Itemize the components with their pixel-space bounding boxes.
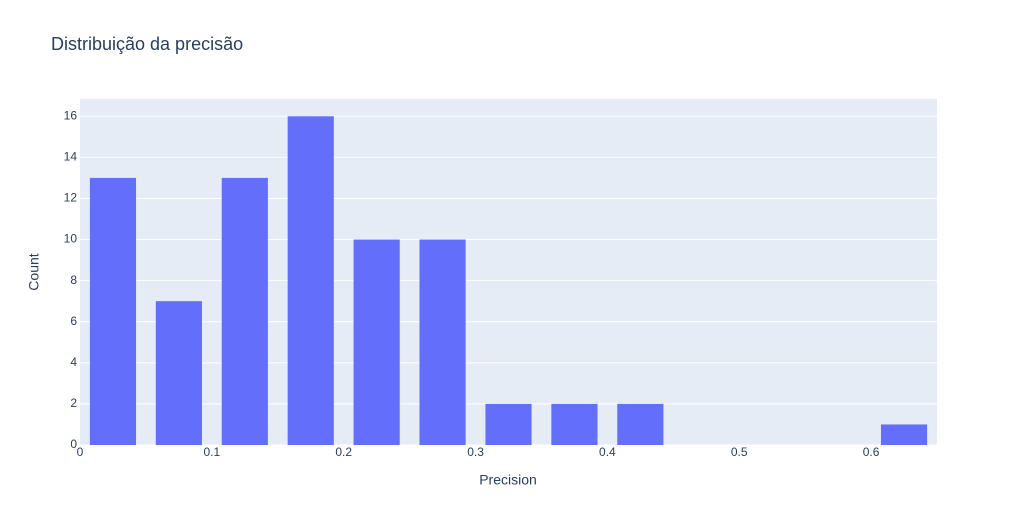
bar	[155, 301, 202, 445]
bar	[880, 424, 928, 445]
y-tick-label: 6	[70, 314, 77, 328]
x-tick-label: 0.3	[467, 445, 484, 459]
x-tick-label: 0.6	[863, 445, 880, 459]
bar	[485, 403, 532, 445]
y-tick-label: 14	[64, 150, 78, 164]
y-tick-label: 2	[70, 396, 77, 410]
x-tick-label: 0.5	[731, 445, 748, 459]
x-tick-label: 0.1	[204, 445, 221, 459]
plot-area	[80, 99, 937, 445]
y-tick-label: 12	[64, 191, 78, 205]
y-tick-label: 0	[70, 437, 77, 451]
bar	[89, 177, 137, 445]
bar	[353, 239, 400, 445]
y-tick-label: 8	[70, 273, 77, 287]
y-tick-label: 16	[64, 108, 78, 122]
y-axis-title: Count	[26, 253, 42, 290]
bar	[617, 403, 664, 445]
chart-title: Distribuição da precisão	[51, 34, 243, 54]
x-tick-label: 0.4	[599, 445, 616, 459]
bar	[551, 403, 598, 445]
bar	[419, 239, 466, 445]
x-axis-title: Precision	[479, 472, 537, 488]
y-tick-label: 10	[64, 232, 78, 246]
x-tick-label: 0	[77, 445, 84, 459]
y-tick-label: 4	[70, 355, 77, 369]
bar	[287, 116, 334, 445]
x-tick-label: 0.2	[335, 445, 352, 459]
bar	[221, 177, 268, 445]
